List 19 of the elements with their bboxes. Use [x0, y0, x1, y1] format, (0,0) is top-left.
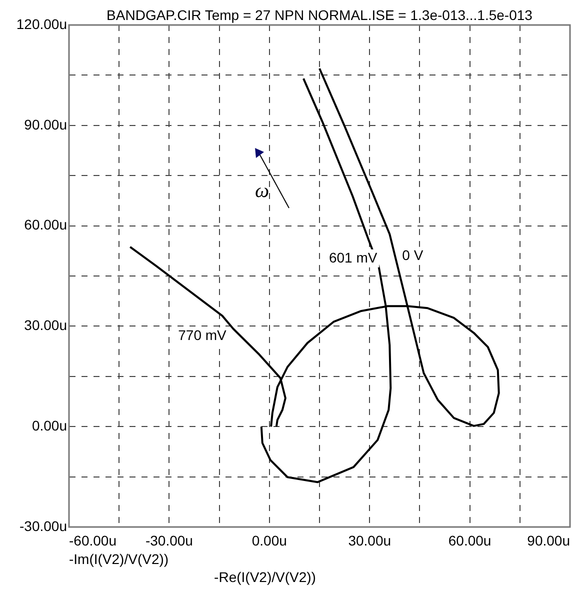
x-tick-label: -60.00u [69, 532, 116, 548]
x-tick-label: -30.00u [145, 532, 193, 548]
x-tick-label: 30.00u [348, 532, 392, 548]
y-tick-label: -30.00u [20, 518, 67, 534]
x-tick-label: 90.00u [527, 532, 570, 548]
x-axis-title: -Re(I(V2)/V(V2)) [214, 569, 316, 585]
series-label: 770 mV [178, 327, 228, 344]
y-tick-label: 0.00u [32, 417, 67, 434]
annotation: ω [254, 180, 270, 202]
y-tick-label: 120.00u [16, 16, 67, 32]
text: -Im(I(V2)/V(V2)) [69, 551, 169, 567]
y-tick-label: 30.00u [24, 317, 67, 334]
series-label: 601 mV [328, 249, 378, 266]
x-tick-label: 0.00u [252, 532, 287, 548]
y-tick-label: 60.00u [24, 216, 67, 233]
chart-title: BANDGAP.CIR Temp = 27 NPN NORMAL.ISE = 1.3e-013...1.5e-013 [106, 7, 533, 23]
x-tick-label: 60.00u [448, 532, 492, 548]
series-label: 0 V [402, 246, 424, 263]
y-tick-label: 90.00u [24, 116, 67, 132]
